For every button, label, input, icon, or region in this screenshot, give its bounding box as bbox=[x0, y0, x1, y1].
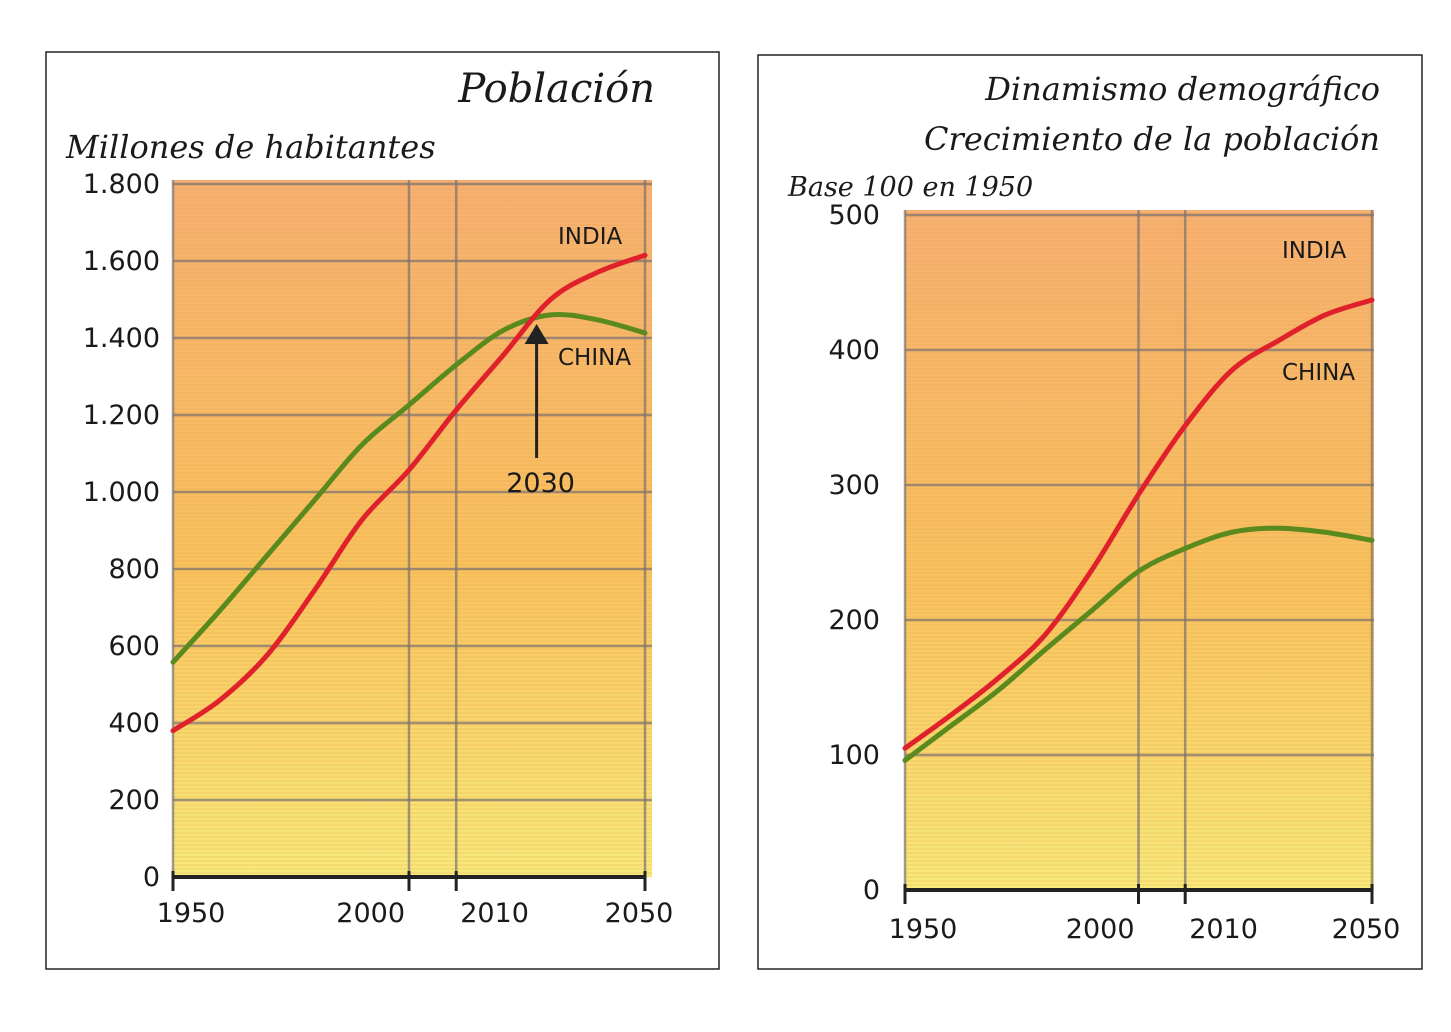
x-tick-label: 2010 bbox=[460, 898, 529, 929]
y-tick-label: 200 bbox=[828, 605, 880, 636]
series-line-india bbox=[170, 252, 648, 734]
series-label-china: CHINA bbox=[1282, 360, 1355, 386]
plot-texture bbox=[173, 180, 652, 877]
series-line-china bbox=[170, 311, 648, 665]
series-label-india: INDIA bbox=[558, 224, 622, 250]
left-chart: 0 200 400 600 800 1.000 1.200 1.400 1.600 1.800 19… bbox=[83, 169, 674, 929]
y-tick-label: 1.200 bbox=[83, 400, 160, 431]
right-chart: 0 100 200 300 400 500 1950 2000 2010 2050 CHINA IND… bbox=[828, 200, 1400, 945]
annotation-arrow-head bbox=[524, 324, 549, 344]
x-tick-label: 2050 bbox=[1332, 914, 1401, 945]
y-tick-label: 600 bbox=[108, 631, 160, 662]
x-tick-label: 1950 bbox=[889, 914, 958, 945]
x-tick-label: 2010 bbox=[1189, 914, 1258, 945]
right-frame bbox=[757, 54, 1423, 970]
y-tick-label: 800 bbox=[108, 554, 160, 585]
series-line-china bbox=[902, 525, 1375, 763]
series-line-india bbox=[902, 297, 1375, 751]
y-tick-label: 1.600 bbox=[83, 246, 160, 277]
left-ylabel: Millones de habitantes bbox=[65, 128, 436, 166]
y-tick-label: 1.800 bbox=[83, 169, 160, 200]
y-tick-label: 400 bbox=[828, 335, 880, 366]
x-tick-label: 2050 bbox=[605, 898, 674, 929]
y-tick-label: 300 bbox=[828, 470, 880, 501]
annotation-label: 2030 bbox=[506, 468, 575, 499]
x-tick-label: 2000 bbox=[1066, 914, 1135, 945]
right-ylabel: Base 100 en 1950 bbox=[787, 172, 1033, 203]
y-tick-label: 1.000 bbox=[83, 477, 160, 508]
y-tick-label: 0 bbox=[143, 862, 160, 893]
left-frame bbox=[45, 51, 720, 970]
x-tick-label: 1950 bbox=[157, 898, 226, 929]
y-tick-label: 200 bbox=[108, 785, 160, 816]
left-title: Población bbox=[457, 66, 655, 112]
y-tick-label: 500 bbox=[828, 200, 880, 231]
y-tick-label: 100 bbox=[828, 740, 880, 771]
series-label-india: INDIA bbox=[1282, 238, 1346, 264]
y-tick-label: 400 bbox=[108, 708, 160, 739]
right-title: Dinamismo demográfico bbox=[984, 70, 1380, 108]
y-tick-label: 1.400 bbox=[83, 323, 160, 354]
series-label-china: CHINA bbox=[558, 345, 631, 371]
right-subtitle: Crecimiento de la población bbox=[924, 120, 1380, 158]
x-tick-label: 2000 bbox=[336, 898, 405, 929]
y-tick-label: 0 bbox=[863, 875, 880, 906]
